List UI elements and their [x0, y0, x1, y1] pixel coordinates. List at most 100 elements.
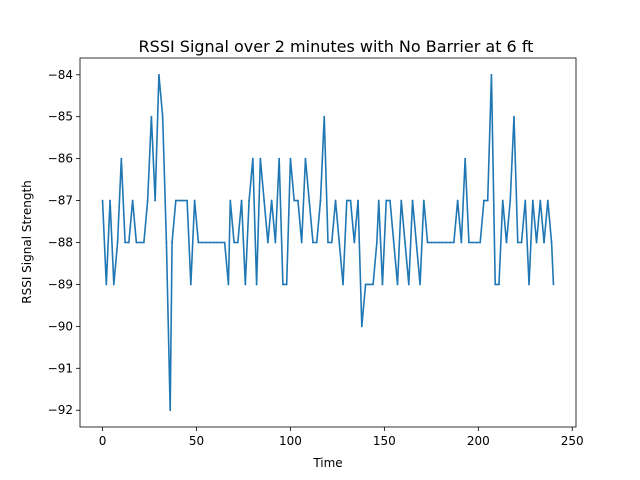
data-point — [509, 199, 512, 202]
data-point — [182, 199, 185, 202]
data-point — [419, 283, 421, 286]
data-point — [150, 115, 153, 118]
data-point — [501, 199, 504, 202]
data-point — [109, 199, 111, 202]
data-point — [274, 241, 277, 244]
data-point — [411, 199, 414, 202]
data-point — [404, 241, 406, 244]
data-point — [116, 241, 119, 244]
data-point — [312, 241, 314, 244]
data-point — [460, 241, 463, 244]
data-point — [528, 283, 530, 286]
data-point — [353, 241, 356, 244]
data-point — [208, 241, 211, 244]
x-tick-label: 150 — [373, 434, 396, 448]
data-point — [441, 241, 444, 244]
y-tick-label: −90 — [48, 319, 73, 333]
data-point — [524, 199, 527, 202]
data-point — [240, 199, 243, 202]
y-axis: −92 −91 −90 −89 −88 −87 −86 −85 −84 — [48, 68, 80, 417]
y-tick-label: −88 — [48, 236, 73, 250]
data-point — [375, 241, 378, 244]
data-point — [189, 283, 192, 286]
y-tick-label: −89 — [48, 277, 73, 291]
data-point — [289, 157, 292, 160]
data-point — [396, 283, 399, 286]
data-point — [270, 199, 273, 202]
data-point — [135, 241, 138, 244]
data-point — [308, 199, 311, 202]
y-tick-label: −87 — [48, 194, 73, 208]
y-tick-label: −85 — [48, 110, 73, 124]
data-point — [349, 199, 352, 202]
data-point — [357, 199, 359, 202]
data-point — [377, 199, 380, 202]
data-point — [552, 283, 555, 286]
data-point — [330, 241, 333, 244]
data-point — [400, 199, 403, 202]
data-point — [338, 241, 341, 244]
data-point — [550, 241, 553, 244]
data-point — [244, 283, 247, 286]
data-point — [323, 115, 326, 118]
data-point — [464, 157, 467, 160]
data-point — [220, 241, 222, 244]
data-point — [546, 199, 549, 202]
data-point — [178, 199, 181, 202]
data-point — [364, 283, 367, 286]
data-point — [216, 241, 219, 244]
data-point — [342, 283, 344, 286]
data-point — [407, 283, 410, 286]
data-point — [127, 241, 130, 244]
data-point — [498, 283, 500, 286]
x-axis-label: Time — [312, 456, 342, 470]
data-point — [161, 115, 164, 118]
data-point — [282, 283, 284, 286]
data-point — [315, 241, 318, 244]
data-point — [426, 241, 429, 244]
data-point — [368, 283, 371, 286]
x-tick-label: 250 — [561, 434, 584, 448]
data-point — [486, 199, 489, 202]
data-point — [452, 241, 455, 244]
data-point — [381, 283, 384, 286]
data-point — [171, 241, 173, 244]
data-point — [146, 199, 149, 202]
data-point — [392, 241, 395, 244]
data-point — [165, 241, 168, 244]
y-axis-label: RSSI Signal Strength — [20, 180, 34, 304]
data-point — [154, 199, 157, 202]
data-point — [372, 283, 374, 286]
data-point — [531, 199, 534, 202]
data-point — [120, 157, 123, 160]
data-point — [471, 241, 474, 244]
data-point — [263, 199, 266, 202]
data-point — [259, 157, 262, 160]
data-point — [445, 241, 448, 244]
data-point — [516, 241, 519, 244]
data-point — [334, 199, 337, 202]
data-point — [236, 241, 239, 244]
y-tick-label: −86 — [48, 152, 73, 166]
data-point — [158, 73, 160, 76]
data-point — [319, 199, 322, 202]
data-point — [255, 283, 258, 286]
data-point — [278, 157, 281, 160]
data-point — [227, 283, 230, 286]
data-point — [304, 157, 307, 160]
data-point — [233, 241, 235, 244]
data-point — [223, 241, 226, 244]
data-point — [345, 199, 348, 202]
data-point — [248, 199, 250, 202]
data-point — [437, 241, 440, 244]
y-tick-label: −84 — [48, 68, 73, 82]
data-point — [105, 283, 108, 286]
y-tick-label: −92 — [48, 403, 73, 417]
chart-title: RSSI Signal over 2 minutes with No Barri… — [139, 37, 534, 56]
data-point — [543, 241, 545, 244]
y-tick-label: −91 — [48, 361, 73, 375]
data-point — [430, 241, 433, 244]
x-tick-label: 200 — [467, 434, 490, 448]
data-point — [201, 241, 204, 244]
